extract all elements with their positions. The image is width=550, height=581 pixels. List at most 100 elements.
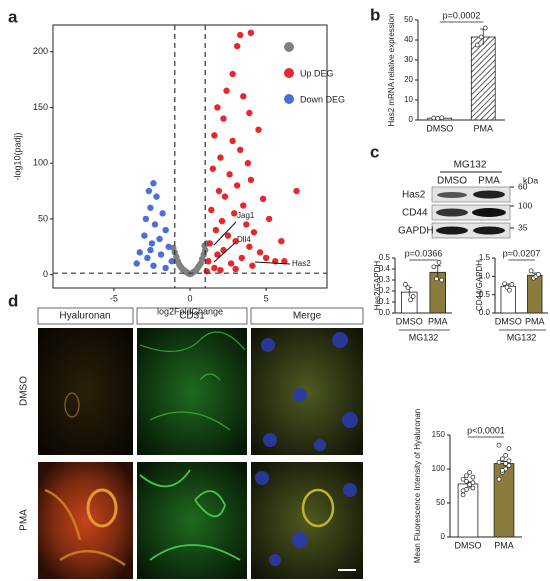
data-point bbox=[435, 116, 441, 121]
x-tick-label: PMA bbox=[473, 123, 493, 133]
group-label: MG132 bbox=[507, 332, 537, 342]
data-point bbox=[246, 109, 253, 117]
data-point bbox=[464, 473, 469, 479]
data-point bbox=[464, 478, 469, 484]
micrograph-detail bbox=[301, 488, 335, 528]
data-point bbox=[470, 474, 476, 480]
lane-label: PMA bbox=[478, 176, 500, 187]
data-point bbox=[151, 221, 159, 228]
data-point bbox=[244, 159, 252, 167]
band bbox=[473, 226, 505, 235]
image-grid: Hyaluronan CD31 Merge DMSO PMA bbox=[19, 307, 364, 579]
data-point bbox=[536, 272, 541, 277]
protein-label: GAPDH bbox=[398, 226, 434, 237]
data-point bbox=[502, 281, 507, 287]
data-point bbox=[259, 195, 267, 203]
y-tick-label: 20 bbox=[404, 75, 413, 84]
p-value: p=0.0366 bbox=[405, 248, 443, 258]
data-point bbox=[173, 253, 180, 260]
y-tick-label: 30 bbox=[404, 55, 413, 64]
data-point bbox=[215, 187, 223, 195]
x-tick-label: -5 bbox=[110, 293, 118, 303]
panel-label: b bbox=[370, 5, 380, 24]
y-tick-label: 0.0 bbox=[479, 308, 491, 317]
x-tick-label: DMSO bbox=[396, 316, 423, 326]
column-header-box bbox=[250, 307, 364, 325]
data-point bbox=[200, 251, 207, 258]
data-point bbox=[250, 229, 258, 236]
column-header: Merge bbox=[293, 311, 322, 322]
data-point bbox=[293, 187, 300, 195]
y-tick-label: 0.2 bbox=[379, 286, 391, 295]
y-tick-label: 150 bbox=[33, 102, 48, 112]
data-point bbox=[197, 260, 204, 267]
y-tick-label: 150 bbox=[432, 430, 446, 439]
micrograph-detail bbox=[139, 469, 241, 561]
blot-treatment: MG132 bbox=[454, 160, 487, 171]
y-axis-label: CD44/GAPDH bbox=[475, 260, 484, 311]
data-point bbox=[237, 31, 244, 39]
data-point bbox=[247, 176, 255, 184]
data-point bbox=[246, 243, 253, 250]
marker-label: 35 bbox=[518, 222, 528, 232]
data-point bbox=[255, 126, 262, 133]
nuclei bbox=[255, 471, 357, 566]
data-point bbox=[436, 260, 442, 265]
data-point bbox=[217, 266, 224, 274]
x-tick-label: PMA bbox=[428, 316, 448, 326]
data-point bbox=[201, 242, 208, 249]
data-point bbox=[157, 251, 165, 258]
legend-marker bbox=[284, 42, 294, 52]
band bbox=[472, 208, 506, 217]
data-point bbox=[506, 463, 512, 468]
bar bbox=[527, 274, 543, 314]
column-header-box bbox=[37, 307, 134, 325]
data-point bbox=[162, 264, 169, 272]
column-header: Hyaluronan bbox=[59, 311, 110, 322]
x-tick-label: DMSO bbox=[426, 123, 453, 133]
p-value: p=0.0002 bbox=[443, 10, 481, 20]
y-tick-label: 0.5 bbox=[379, 253, 391, 262]
data-point bbox=[506, 446, 512, 451]
y-tick-label: 40 bbox=[404, 35, 413, 44]
data-point bbox=[176, 261, 183, 268]
annotation-pointer bbox=[213, 241, 237, 263]
x-tick-label: DMSO bbox=[495, 316, 522, 326]
row-label: DMSO bbox=[19, 376, 30, 406]
data-point bbox=[238, 254, 245, 262]
data-point bbox=[220, 115, 227, 122]
data-point bbox=[220, 246, 227, 254]
y-tick-label: 200 bbox=[33, 46, 48, 56]
panel-label: c bbox=[370, 142, 379, 161]
micrograph-detail bbox=[44, 488, 126, 567]
micrograph bbox=[137, 328, 247, 455]
protein-label: Has2 bbox=[402, 190, 426, 201]
micrograph bbox=[137, 462, 247, 579]
data-point bbox=[211, 132, 218, 139]
row-label: PMA bbox=[19, 509, 30, 531]
data-point bbox=[500, 468, 505, 473]
panel-label: a bbox=[8, 7, 18, 26]
data-point bbox=[142, 215, 150, 223]
data-point bbox=[223, 87, 230, 94]
data-point bbox=[408, 297, 413, 303]
data-point bbox=[227, 260, 235, 267]
data-point bbox=[467, 470, 472, 475]
data-point bbox=[229, 70, 236, 78]
micrograph-detail bbox=[64, 392, 80, 418]
data-point bbox=[232, 265, 239, 273]
data-point bbox=[162, 226, 169, 234]
data-point bbox=[478, 34, 484, 40]
y-tick-label: 50 bbox=[38, 213, 48, 223]
y-axis-label: -log10(padj) bbox=[12, 132, 22, 180]
marker-label: 60 bbox=[518, 181, 528, 191]
data-point bbox=[217, 154, 224, 161]
band bbox=[436, 208, 468, 217]
y-tick-label: 1.5 bbox=[479, 253, 491, 262]
y-tick-label: 0.4 bbox=[379, 264, 391, 273]
data-point bbox=[434, 276, 439, 282]
column-header: CD31 bbox=[179, 311, 205, 322]
x-tick-label: 5 bbox=[264, 293, 269, 303]
y-tick-label: 0 bbox=[441, 532, 446, 541]
bar bbox=[493, 463, 515, 538]
